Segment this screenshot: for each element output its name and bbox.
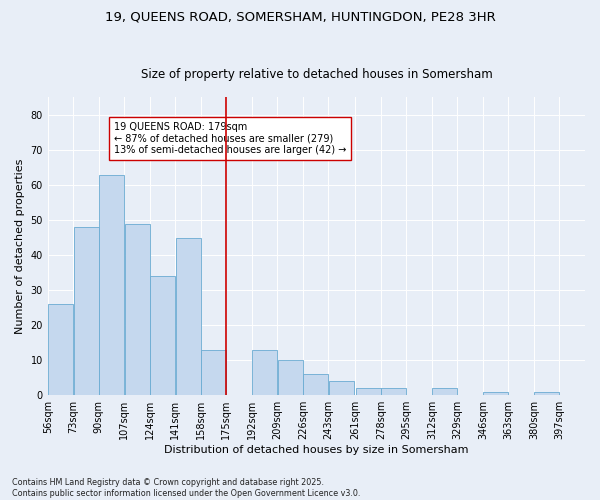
Bar — [201, 350, 226, 395]
Bar — [74, 227, 98, 395]
Y-axis label: Number of detached properties: Number of detached properties — [15, 158, 25, 334]
Text: 19 QUEENS ROAD: 179sqm
← 87% of detached houses are smaller (279)
13% of semi-de: 19 QUEENS ROAD: 179sqm ← 87% of detached… — [114, 122, 346, 155]
Bar — [303, 374, 328, 395]
Bar — [99, 174, 124, 395]
Bar — [381, 388, 406, 395]
Bar — [252, 350, 277, 395]
Bar — [176, 238, 200, 395]
Bar — [534, 392, 559, 395]
Bar — [150, 276, 175, 395]
Text: Contains HM Land Registry data © Crown copyright and database right 2025.
Contai: Contains HM Land Registry data © Crown c… — [12, 478, 361, 498]
Bar — [356, 388, 380, 395]
Text: 19, QUEENS ROAD, SOMERSHAM, HUNTINGDON, PE28 3HR: 19, QUEENS ROAD, SOMERSHAM, HUNTINGDON, … — [104, 10, 496, 23]
Bar — [329, 381, 353, 395]
Bar — [483, 392, 508, 395]
X-axis label: Distribution of detached houses by size in Somersham: Distribution of detached houses by size … — [164, 445, 469, 455]
Bar — [125, 224, 149, 395]
Title: Size of property relative to detached houses in Somersham: Size of property relative to detached ho… — [140, 68, 492, 81]
Bar — [432, 388, 457, 395]
Bar — [278, 360, 302, 395]
Bar — [48, 304, 73, 395]
